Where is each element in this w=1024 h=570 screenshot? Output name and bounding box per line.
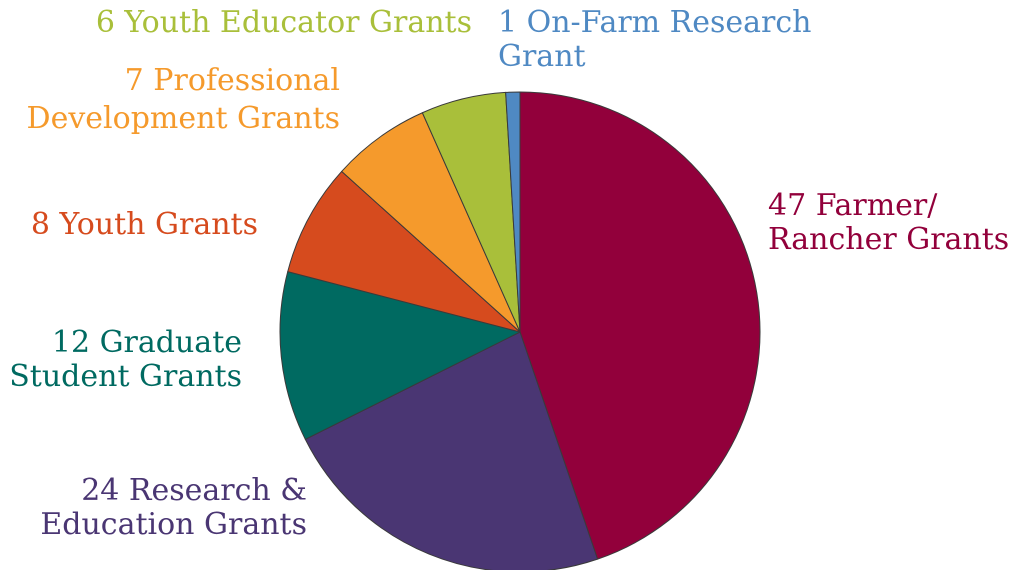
pie-slices: [279, 91, 761, 570]
slice-label-line: 8 Youth Grants: [31, 207, 258, 242]
slice-label-line: Student Grants: [9, 359, 242, 394]
slice-label-line: 24 Research &: [81, 473, 307, 508]
slice-label-2: 12 Graduate Student Grants: [9, 325, 242, 394]
slice-label-3: 8 Youth Grants: [31, 207, 258, 242]
slice-label-line: 47 Farmer/: [768, 188, 938, 223]
slice-label-line: Development Grants: [27, 101, 340, 136]
pie-slice-1: [304, 331, 599, 570]
slice-label-line: 12 Graduate: [52, 325, 242, 360]
slice-label-line: Grant: [498, 39, 586, 74]
pie-slice-3: [287, 170, 521, 333]
slice-label-line: 1 On-Farm Research: [498, 5, 812, 40]
slice-label-6: 1 On-Farm Research Grant: [498, 5, 812, 74]
slice-label-0: 47 Farmer/Rancher Grants: [768, 188, 1009, 257]
slice-label-4: 7 Professional Development Grants: [27, 63, 340, 136]
pie-slice-6: [505, 91, 521, 333]
slice-label-line: Education Grants: [40, 507, 307, 542]
pie-slice-0: [519, 91, 761, 560]
slice-label-line: 7 Professional: [125, 63, 340, 98]
pie-labels: 47 Farmer/Rancher Grants 24 Research & Edu…: [9, 5, 1009, 542]
slice-label-1: 24 Research & Education Grants: [40, 473, 307, 542]
pie-slice-2: [279, 271, 521, 440]
slice-label-line: Rancher Grants: [768, 222, 1009, 257]
slice-label-line: 6 Youth Educator Grants: [96, 5, 472, 40]
slice-label-5: 6 Youth Educator Grants: [96, 5, 472, 40]
